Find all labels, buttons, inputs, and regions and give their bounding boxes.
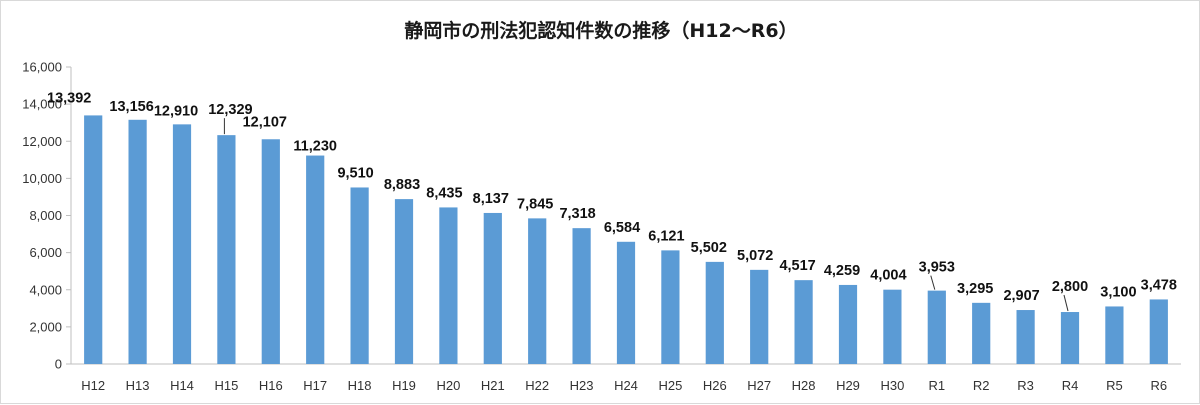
bar xyxy=(750,269,769,364)
x-tick-label: H30 xyxy=(880,378,904,393)
bar xyxy=(1016,310,1035,364)
x-tick-label: R5 xyxy=(1106,378,1123,393)
x-tick-label: H13 xyxy=(126,378,150,393)
x-axis-labels: H12 H13 H14 H15 H16 H17 H18 H19 H20 H21 H22 H23 H24 H… xyxy=(81,378,1167,393)
leader-line xyxy=(930,275,936,290)
bar xyxy=(217,135,236,364)
data-label: 12,910 xyxy=(154,103,198,119)
data-label: 4,259 xyxy=(824,263,860,279)
y-tick-label: 0 xyxy=(55,357,62,372)
y-tick-label: 8,000 xyxy=(29,208,62,223)
bar xyxy=(838,284,858,364)
bar xyxy=(439,207,458,364)
bar xyxy=(616,241,636,364)
bar xyxy=(306,155,325,364)
data-label: 13,156 xyxy=(109,99,153,115)
x-tick-label: R6 xyxy=(1150,378,1167,393)
bar xyxy=(1060,312,1080,364)
data-label: 6,584 xyxy=(604,220,640,236)
chart-title: 静岡市の刑法犯認知件数の推移（H12～R6） xyxy=(404,19,797,42)
y-tick-label: 10,000 xyxy=(22,171,62,186)
x-tick-label: H22 xyxy=(525,378,549,393)
data-label: 12,329 xyxy=(208,102,252,118)
x-tick-label: H24 xyxy=(614,378,638,393)
data-label: 2,907 xyxy=(1003,288,1039,304)
bar xyxy=(483,212,502,364)
leader-line xyxy=(1063,294,1069,312)
x-tick-label: H28 xyxy=(792,378,816,393)
bar-series xyxy=(84,115,1168,364)
bar xyxy=(972,302,991,364)
x-tick-label: H20 xyxy=(436,378,460,393)
bar xyxy=(1149,299,1168,364)
data-label: 8,435 xyxy=(426,185,462,201)
x-tick-label: H21 xyxy=(481,378,505,393)
y-tick-label: 12,000 xyxy=(22,134,62,149)
bar xyxy=(572,228,591,364)
data-label: 11,230 xyxy=(293,139,337,155)
x-tick-label: H17 xyxy=(303,378,327,393)
bar xyxy=(1105,306,1124,364)
y-tick-label: 6,000 xyxy=(29,245,62,260)
data-label: 9,510 xyxy=(337,165,373,181)
x-tick-label: H16 xyxy=(259,378,283,393)
data-label: 5,072 xyxy=(737,248,773,264)
bar xyxy=(350,187,369,364)
y-tick-label: 16,000 xyxy=(22,60,62,75)
x-tick-label: H25 xyxy=(658,378,682,393)
data-label: 3,295 xyxy=(957,281,993,297)
x-tick-label: H19 xyxy=(392,378,416,393)
data-label: 8,883 xyxy=(384,177,420,193)
bar xyxy=(883,289,902,364)
bar xyxy=(528,218,547,364)
x-tick-label: H23 xyxy=(570,378,594,393)
x-tick-label: H26 xyxy=(703,378,727,393)
x-tick-label: H18 xyxy=(348,378,372,393)
bar xyxy=(927,290,946,364)
y-tick-label: 2,000 xyxy=(29,319,62,334)
x-tick-label: H29 xyxy=(836,378,860,393)
data-label: 13,392 xyxy=(47,90,91,106)
x-tick-label: R2 xyxy=(973,378,990,393)
y-axis-ticks: 0 2,000 4,000 6,000 8,000 10,000 12,000 14,000 1… xyxy=(22,60,71,372)
data-label: 4,517 xyxy=(779,258,815,274)
x-tick-label: R1 xyxy=(928,378,945,393)
x-tick-label: H15 xyxy=(214,378,238,393)
data-label: 4,004 xyxy=(870,268,906,284)
x-tick-label: R4 xyxy=(1062,378,1079,393)
data-label: 3,100 xyxy=(1100,284,1136,300)
x-tick-label: R3 xyxy=(1017,378,1034,393)
bar xyxy=(128,119,147,364)
data-label: 5,502 xyxy=(691,240,727,256)
bar xyxy=(794,280,813,364)
data-label: 12,107 xyxy=(243,114,287,130)
leader-lines xyxy=(223,118,1069,312)
data-label: 2,800 xyxy=(1052,279,1088,295)
bar xyxy=(261,139,280,364)
x-tick-label: H12 xyxy=(81,378,105,393)
data-label: 7,318 xyxy=(559,206,595,222)
bar xyxy=(172,124,192,364)
bar xyxy=(705,261,724,364)
data-label: 3,953 xyxy=(919,260,955,276)
y-tick-label: 4,000 xyxy=(29,282,62,297)
data-label: 3,478 xyxy=(1141,277,1177,293)
data-label: 8,137 xyxy=(473,191,509,207)
bar xyxy=(661,250,680,364)
bar xyxy=(84,115,103,364)
bar xyxy=(394,199,414,364)
data-label: 7,845 xyxy=(517,196,553,212)
x-tick-label: H27 xyxy=(747,378,771,393)
data-label: 6,121 xyxy=(648,228,684,244)
y-tick-label: 14,000 xyxy=(22,97,62,112)
x-tick-label: H14 xyxy=(170,378,194,393)
